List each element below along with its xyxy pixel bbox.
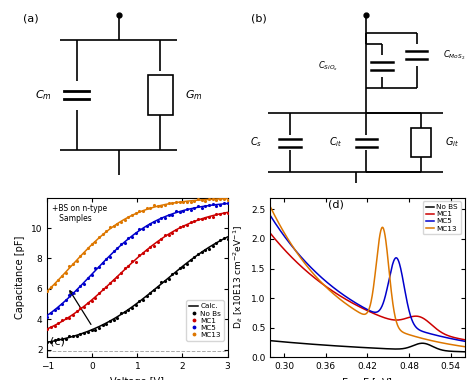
- Y-axis label: D$_{it}$ [x10E13 cm$^{-2}$eV$^{-1}$]: D$_{it}$ [x10E13 cm$^{-2}$eV$^{-1}$]: [231, 225, 246, 329]
- Legend: Calc., No Bs, MC1, MC5, MC13: Calc., No Bs, MC1, MC5, MC13: [186, 301, 224, 341]
- Text: $G_m$: $G_m$: [185, 88, 202, 102]
- Text: +BS on n-type: +BS on n-type: [52, 204, 107, 213]
- Text: $C_{it}$: $C_{it}$: [329, 136, 342, 149]
- Text: $C_s$: $C_s$: [249, 136, 262, 149]
- Bar: [148, 75, 173, 115]
- Text: (a): (a): [23, 13, 38, 23]
- Text: $C_m$: $C_m$: [35, 88, 52, 102]
- Text: (b): (b): [251, 13, 266, 23]
- Text: Samples: Samples: [52, 214, 91, 223]
- Text: (c): (c): [50, 337, 64, 347]
- Y-axis label: Capacitance [pF]: Capacitance [pF]: [16, 236, 26, 319]
- Legend: No BS, MC1, MC5, MC13: No BS, MC1, MC5, MC13: [423, 201, 461, 234]
- X-axis label: Voltage [V]: Voltage [V]: [110, 377, 164, 380]
- Text: $C_{MoS_2}$: $C_{MoS_2}$: [443, 48, 465, 62]
- Bar: [411, 128, 431, 157]
- Text: $G_{it}$: $G_{it}$: [445, 136, 459, 149]
- X-axis label: E$_C$ - E [eV]: E$_C$ - E [eV]: [341, 377, 393, 380]
- Text: $C_{SiO_x}$: $C_{SiO_x}$: [318, 59, 338, 73]
- Text: (d): (d): [328, 199, 344, 209]
